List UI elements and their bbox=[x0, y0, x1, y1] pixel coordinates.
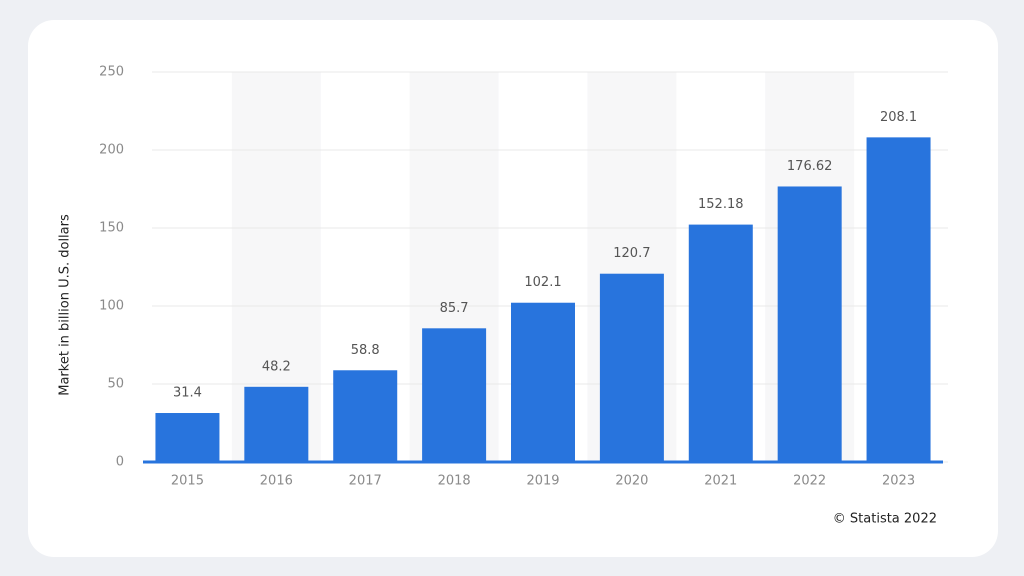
bar bbox=[511, 302, 575, 462]
x-tick-label: 2019 bbox=[526, 474, 559, 489]
value-label: 208.1 bbox=[880, 110, 917, 125]
y-tick-label: 100 bbox=[99, 299, 124, 314]
bar bbox=[333, 370, 398, 462]
bar bbox=[688, 224, 753, 462]
bar bbox=[599, 273, 664, 462]
y-tick-label: 200 bbox=[99, 143, 124, 158]
bar bbox=[777, 186, 842, 463]
y-tick-label: 0 bbox=[116, 455, 124, 470]
y-tick-label: 250 bbox=[99, 65, 124, 80]
x-tick-label: 2021 bbox=[704, 474, 737, 489]
x-tick-label: 2016 bbox=[260, 474, 293, 489]
bar bbox=[422, 328, 487, 462]
value-label: 120.7 bbox=[613, 246, 650, 261]
x-tick-label: 2020 bbox=[615, 474, 648, 489]
y-tick-label: 50 bbox=[107, 377, 124, 392]
x-tick-label: 2023 bbox=[882, 474, 915, 489]
y-tick-label: 150 bbox=[99, 221, 124, 236]
y-axis-label: Market in billion U.S. dollars bbox=[58, 214, 73, 396]
value-label: 85.7 bbox=[440, 301, 469, 316]
x-tick-label: 2022 bbox=[793, 474, 826, 489]
bar bbox=[155, 413, 220, 462]
bar bbox=[244, 386, 309, 462]
x-tick-label: 2018 bbox=[438, 474, 471, 489]
value-label: 48.2 bbox=[262, 359, 291, 374]
x-tick-label: 2017 bbox=[349, 474, 382, 489]
value-label: 152.18 bbox=[698, 197, 744, 212]
value-label: 31.4 bbox=[173, 386, 202, 401]
x-tick-label: 2015 bbox=[171, 474, 204, 489]
value-label: 176.62 bbox=[787, 159, 833, 174]
bar bbox=[866, 137, 931, 462]
value-label: 102.1 bbox=[524, 275, 561, 290]
value-label: 58.8 bbox=[351, 343, 380, 358]
credit: © Statista 2022 bbox=[833, 512, 937, 527]
